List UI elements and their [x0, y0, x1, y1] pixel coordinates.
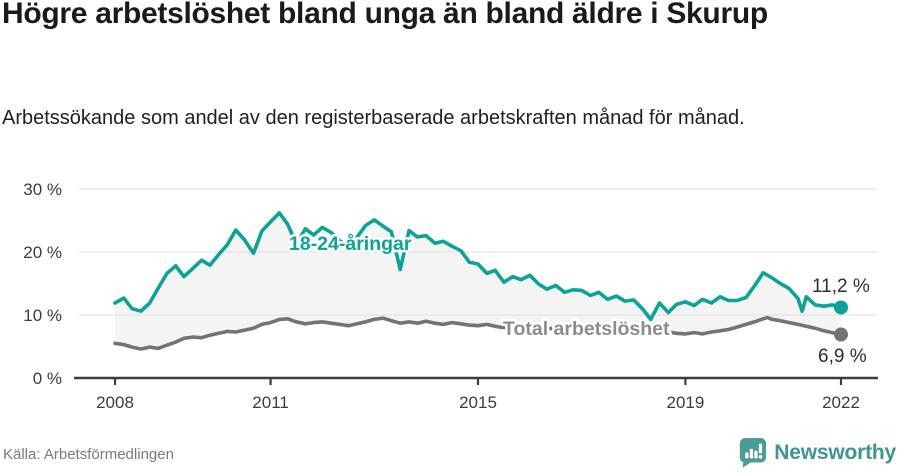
brand-wordmark: Newsworthy [774, 440, 896, 464]
page-subtitle: Arbetssökande som andel av den registerb… [2, 107, 745, 129]
series-end-dot-youth [833, 300, 848, 315]
series-inline-label-youth: 18-24-åringar [289, 232, 412, 255]
x-axis-label-2022: 2022 [822, 393, 860, 412]
series-end-value-total: 6,9 % [818, 346, 867, 367]
x-axis-label-2015: 2015 [459, 393, 497, 412]
unemployment-line-chart: 0 % 10 % 20 % 30 % 2008 2011 2015 2019 2022 18-24… [23, 180, 878, 412]
y-axis-label-0: 0 % [33, 369, 62, 388]
y-axis-label-30: 30 % [23, 180, 62, 199]
newsworthy-logo[interactable]: Newsworthy [738, 437, 896, 468]
newsworthy-speech-bubble-bar-chart-icon [740, 438, 767, 468]
x-axis-label-2008: 2008 [96, 393, 134, 412]
page-title: Högre arbetslöshet bland unga än bland ä… [2, 0, 768, 30]
series-line-youth [113, 211, 843, 322]
x-axis-label-2019: 2019 [667, 393, 705, 412]
x-axis-label-2011: 2011 [252, 393, 289, 412]
series-end-value-youth: 11,2 % [812, 276, 870, 297]
series-line-total [113, 315, 843, 351]
y-axis-label-10: 10 % [23, 306, 62, 325]
series-end-dot-total [833, 327, 848, 342]
source-label: Källa: Arbetsförmedlingen [3, 446, 174, 463]
series-inline-label-total: Total arbetslöshet [503, 318, 670, 340]
y-axis-label-20: 20 % [23, 243, 62, 262]
